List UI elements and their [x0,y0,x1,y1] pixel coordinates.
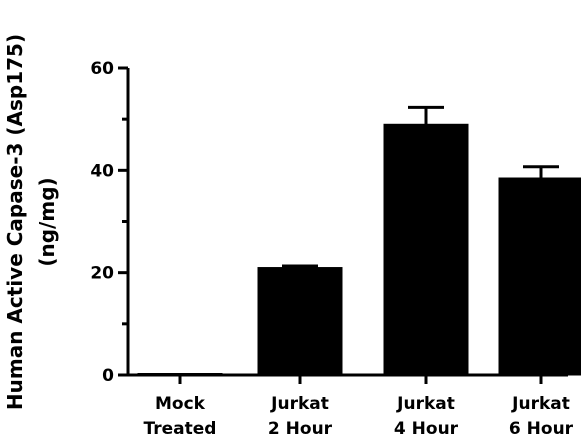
y-tick-label: 60 [90,59,114,79]
category-label: Jurkat [511,394,570,414]
category-label: 6 Hour [509,419,574,439]
bars [137,105,581,376]
bar [498,177,581,376]
y-tick-label: 40 [90,161,114,181]
bar [137,373,223,376]
category-label: Mock [155,394,206,414]
bar [383,123,469,376]
category-label: Jurkat [396,394,455,414]
y-tick-label: 0 [102,366,114,386]
y-axis-title-line2: (ng/mg) [35,177,59,266]
category-labels: Mock Treated Jurkat 2 Hour Jurkat 4 Hour Jurka… [144,394,574,439]
category-label: 4 Hour [394,419,459,439]
y-axis-title-line1: Human Active Capase-3 (Asp175) [3,34,27,410]
category-label: 2 Hour [268,419,333,439]
category-label: Treated [144,419,217,439]
y-tick-label: 20 [90,264,114,284]
y-axis-title: Human Active Capase-3 (Asp175) (ng/mg) [3,34,59,410]
bar [257,267,343,376]
category-label: Jurkat [270,394,329,414]
